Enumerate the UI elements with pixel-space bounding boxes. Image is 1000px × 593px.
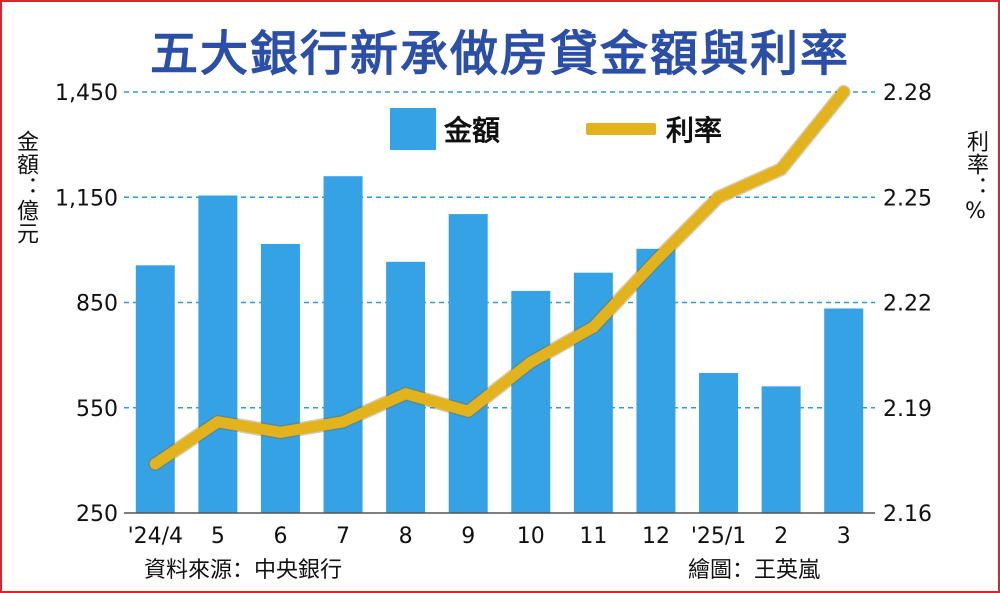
rate-point: [400, 388, 412, 400]
chart-title: 五大銀行新承做房貸金額與利率: [149, 26, 850, 82]
x-tick-label: 9: [461, 524, 475, 549]
rate-point: [525, 356, 537, 368]
bar: [699, 373, 739, 513]
x-tick-label: 6: [273, 524, 287, 549]
y-left-tick-label: 850: [76, 292, 118, 317]
legend-rate-label: 利率: [666, 114, 723, 147]
rate-point: [838, 86, 850, 98]
bar: [135, 265, 175, 513]
x-tick-label: 12: [642, 524, 670, 549]
y-left-tick-label: 250: [76, 502, 118, 527]
rate-point: [337, 416, 349, 428]
y-right-tick-label: 2.25: [883, 186, 932, 211]
y-left-tick-label: 550: [76, 397, 118, 422]
bar: [761, 386, 801, 513]
y-right-tick-label: 2.16: [883, 502, 932, 527]
rate-line: [149, 86, 850, 470]
rate-point: [713, 191, 725, 203]
bar: [511, 290, 551, 513]
bar: [448, 214, 488, 513]
bar: [323, 176, 363, 513]
bar: [198, 195, 238, 513]
y-axis-right-label: 利率：%: [963, 130, 988, 225]
rate-point: [462, 405, 474, 417]
bar: [636, 248, 676, 513]
source-note: 資料來源：中央銀行: [144, 558, 343, 583]
y-left-tick-label: 1,150: [55, 186, 118, 211]
legend-rate: 利率: [586, 108, 722, 150]
y-right-tick-label: 2.28: [883, 81, 932, 106]
rate-point: [650, 254, 662, 266]
x-tick-label: 8: [399, 524, 413, 549]
x-tick-label: '24/4: [128, 524, 183, 549]
x-tick-label: 3: [837, 524, 851, 549]
x-tick-label: 2: [774, 524, 788, 549]
x-tick-label: 10: [517, 524, 545, 549]
y-right-tick-label: 2.19: [883, 397, 932, 422]
rate-point: [149, 458, 161, 470]
rate-point: [775, 163, 787, 175]
bar: [824, 308, 864, 513]
legend-amount-label: 金額: [444, 114, 501, 147]
x-tick-label: '25/1: [691, 524, 746, 549]
rate-point: [587, 321, 599, 333]
bar: [260, 243, 300, 513]
bar: [386, 261, 426, 513]
x-tick-label: 11: [579, 524, 607, 549]
rate-point: [212, 416, 224, 428]
y-left-tick-label: 1,450: [55, 81, 118, 106]
x-tick-label: 5: [211, 524, 225, 549]
y-right-tick-label: 2.22: [883, 292, 932, 317]
x-tick-label: 7: [336, 524, 350, 549]
y-axis-left-label: 金額：億元: [13, 130, 38, 245]
legend-line-swatch: [586, 123, 656, 135]
legend-amount: 金額: [390, 108, 500, 150]
legend-bar-swatch: [390, 108, 436, 150]
credit-note: 繪圖：王英嵐: [688, 558, 821, 583]
rate-point: [274, 426, 286, 438]
